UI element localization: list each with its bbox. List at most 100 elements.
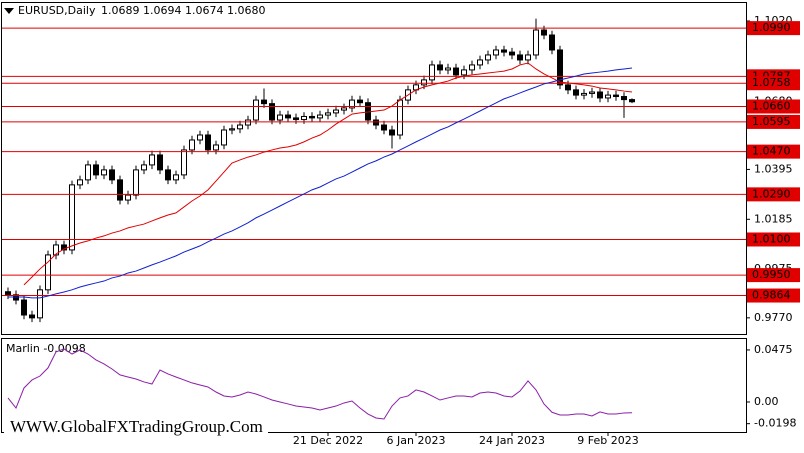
- candle-body: [85, 164, 91, 181]
- candle-body: [381, 124, 387, 131]
- candle-body: [621, 96, 627, 101]
- candle-body: [373, 119, 379, 126]
- candle-body: [461, 69, 467, 76]
- candle-body: [445, 67, 451, 71]
- watermark-box: [4, 416, 268, 438]
- candle-body: [61, 244, 67, 251]
- candle-body: [165, 169, 171, 181]
- level-label-box: [747, 144, 800, 159]
- candle-body: [341, 107, 347, 111]
- level-label: 1.0470: [752, 145, 791, 158]
- moving-average-line: [23, 62, 633, 286]
- candle-body: [397, 99, 403, 136]
- indicator-panel: [1, 338, 747, 433]
- candle-body: [77, 179, 83, 186]
- candle-body: [565, 84, 571, 91]
- candle-body: [477, 59, 483, 66]
- candle-body: [69, 184, 75, 251]
- candle-body: [485, 54, 491, 61]
- y-tick-label: 1.0185: [754, 212, 793, 225]
- level-label: 1.0595: [752, 115, 791, 128]
- y-tick-label: 1.0395: [754, 162, 793, 175]
- candle-body: [5, 291, 11, 296]
- menu-triangle[interactable]: [4, 8, 14, 14]
- indicator-line: [7, 348, 633, 420]
- candle-body: [205, 134, 211, 151]
- level-label: 1.0990: [752, 21, 791, 34]
- candle-body: [213, 144, 219, 151]
- level-label-box: [747, 99, 800, 114]
- candle-body: [469, 64, 475, 71]
- level-label-box: [747, 268, 800, 283]
- level-label-box: [747, 187, 800, 202]
- indicator-tick-label: 0.0475: [754, 343, 793, 356]
- candle-body: [533, 29, 539, 56]
- candle-body: [557, 49, 563, 86]
- candle-body: [325, 112, 331, 116]
- candle-body: [93, 164, 99, 176]
- candle-body: [125, 194, 131, 201]
- candle-body: [21, 299, 27, 316]
- candle-body: [357, 99, 363, 104]
- candle-body: [573, 89, 579, 96]
- candle-body: [589, 91, 595, 94]
- y-tick-label: 0.9770: [754, 311, 793, 324]
- candle-body: [149, 154, 155, 166]
- candle-body: [429, 64, 435, 81]
- candle-body: [133, 169, 139, 196]
- level-label: 1.0290: [752, 187, 791, 200]
- candle-body: [389, 129, 395, 136]
- candle-body: [173, 174, 179, 181]
- candle-body: [581, 92, 587, 96]
- candle-body: [117, 179, 123, 201]
- level-label: 1.0758: [752, 76, 791, 89]
- candle-body: [549, 34, 555, 51]
- candle-body: [53, 244, 59, 256]
- candle-body: [525, 54, 531, 61]
- candle-body: [141, 164, 147, 171]
- candle-body: [453, 67, 459, 76]
- candle-body: [541, 29, 547, 36]
- candle-body: [181, 149, 187, 176]
- level-label: 1.0100: [752, 232, 791, 245]
- candle-body: [37, 289, 43, 319]
- level-label-box: [747, 21, 800, 36]
- level-label-box: [747, 288, 800, 303]
- watermark: WWW.GlobalFXTradingGroup.Com: [10, 417, 263, 436]
- candle-body: [101, 169, 107, 176]
- candle-body: [493, 49, 499, 56]
- indicator-tick-label: 0.00: [754, 395, 779, 408]
- candle-body: [613, 94, 619, 98]
- main-panel: [1, 2, 747, 335]
- x-tick-label: 9 Feb 2023: [577, 434, 638, 447]
- level-label: 0.9864: [752, 289, 791, 302]
- chart-marks: [5, 18, 635, 323]
- level-label: 0.9950: [752, 268, 791, 281]
- plot-layer: 1.10201.06801.03951.01850.99750.97700.04…: [2, 14, 800, 447]
- candle-body: [333, 109, 339, 114]
- candle-body: [253, 99, 259, 121]
- candle-body: [229, 128, 235, 131]
- x-tick-label: 6 Jan 2023: [387, 434, 446, 447]
- x-tick-label: 21 Dec 2022: [293, 434, 363, 447]
- candle-body: [501, 49, 507, 53]
- candle-body: [45, 254, 51, 291]
- candle-body: [109, 169, 115, 181]
- candle-body: [189, 139, 195, 151]
- indicator-title: Marlin -0.0098: [6, 342, 86, 355]
- ohlc-readout: 1.0689 1.0694 1.0674 1.0680: [101, 4, 265, 17]
- chart-title: EURUSD,Daily: [18, 4, 96, 17]
- candle-body: [317, 114, 323, 119]
- candle-body: [237, 124, 243, 130]
- candle-body: [605, 94, 611, 99]
- level-label: 1.0660: [752, 99, 791, 112]
- candle-body: [29, 314, 35, 319]
- candle-body: [293, 117, 299, 121]
- x-tick-label: 24 Jan 2023: [479, 434, 545, 447]
- candle-body: [597, 91, 603, 99]
- indicator-tick-label: -0.0198: [754, 417, 796, 430]
- candle-body: [269, 103, 275, 121]
